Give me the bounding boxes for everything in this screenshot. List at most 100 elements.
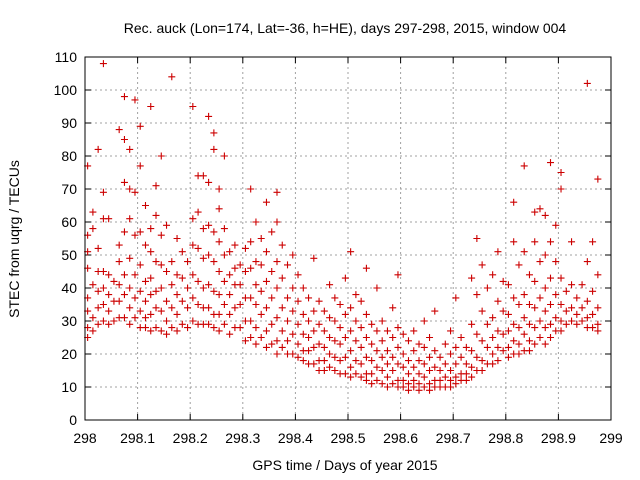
data-point	[473, 353, 481, 361]
data-point	[120, 136, 128, 143]
data-point	[399, 350, 407, 358]
data-point	[294, 297, 302, 305]
data-point	[468, 320, 476, 328]
data-point	[168, 304, 176, 312]
data-point	[210, 129, 218, 137]
data-point	[252, 324, 260, 332]
y-axis-label: STEC from uqrg / TECUs	[6, 160, 22, 318]
data-point	[352, 370, 360, 378]
x-tick-label: 298.2	[173, 430, 208, 446]
data-point	[447, 327, 455, 335]
data-point	[583, 297, 591, 305]
data-point	[504, 281, 512, 289]
data-point	[241, 268, 249, 275]
data-point	[289, 350, 297, 358]
data-point	[226, 310, 234, 318]
data-point	[331, 294, 339, 302]
data-point	[547, 301, 555, 308]
data-point	[520, 291, 528, 299]
data-point	[168, 281, 176, 289]
data-point	[289, 307, 297, 315]
data-point	[352, 337, 360, 345]
data-point	[483, 343, 491, 351]
data-point	[294, 271, 302, 279]
data-point	[399, 383, 407, 391]
data-point	[410, 383, 418, 391]
data-point	[362, 334, 370, 341]
data-point	[531, 277, 539, 285]
data-point	[215, 185, 223, 193]
data-point	[205, 304, 213, 312]
data-point	[378, 337, 386, 345]
data-point	[205, 251, 213, 259]
data-point	[415, 357, 423, 365]
data-point	[594, 320, 602, 328]
data-point	[262, 248, 270, 256]
data-point	[315, 340, 323, 348]
data-point	[383, 360, 391, 368]
data-point	[99, 317, 107, 325]
data-point	[320, 357, 328, 365]
data-point	[515, 261, 523, 269]
data-point	[362, 353, 370, 361]
data-point	[320, 307, 328, 315]
data-point	[226, 248, 234, 256]
data-point	[404, 337, 412, 345]
data-point	[415, 340, 423, 348]
data-point	[420, 343, 428, 351]
data-point	[131, 314, 139, 322]
data-point	[215, 205, 223, 213]
data-point	[594, 175, 602, 183]
data-point	[557, 317, 565, 325]
data-point	[189, 241, 197, 249]
data-point	[205, 178, 213, 186]
data-point	[426, 334, 434, 341]
data-point	[278, 304, 286, 312]
data-point	[504, 343, 512, 351]
data-point	[394, 343, 402, 351]
data-point	[489, 360, 497, 368]
data-point	[284, 317, 292, 325]
data-point	[173, 310, 181, 318]
data-point	[173, 291, 181, 299]
data-point	[215, 327, 223, 335]
data-point	[152, 211, 160, 219]
data-point	[168, 258, 176, 266]
data-point	[215, 268, 223, 275]
data-point	[157, 327, 165, 335]
data-point	[394, 360, 402, 368]
data-point	[578, 281, 586, 289]
data-point	[257, 235, 265, 242]
data-point	[278, 327, 286, 335]
data-point	[436, 376, 444, 384]
data-point	[257, 287, 265, 295]
x-tick-label: 298.1	[120, 430, 155, 446]
data-point	[273, 188, 281, 196]
data-point	[373, 327, 381, 335]
data-point	[252, 258, 260, 266]
data-point	[252, 340, 260, 348]
data-point	[299, 284, 307, 292]
data-point	[210, 324, 218, 332]
data-point	[273, 337, 281, 345]
data-point	[89, 208, 97, 216]
y-tick-label: 10	[61, 379, 77, 395]
data-point	[199, 172, 207, 180]
data-point	[462, 360, 470, 368]
data-point	[362, 376, 370, 384]
data-point	[468, 373, 476, 381]
data-point	[525, 347, 533, 355]
data-point	[310, 360, 318, 368]
data-point	[594, 271, 602, 279]
data-point	[305, 334, 313, 341]
data-point	[436, 353, 444, 361]
data-point	[426, 367, 434, 374]
x-tick-label: 298.5	[330, 430, 365, 446]
data-point	[468, 347, 476, 355]
data-point	[268, 320, 276, 328]
data-point	[336, 301, 344, 308]
data-point	[378, 317, 386, 325]
data-point	[241, 337, 249, 345]
data-point	[262, 327, 270, 335]
data-point	[163, 268, 171, 275]
